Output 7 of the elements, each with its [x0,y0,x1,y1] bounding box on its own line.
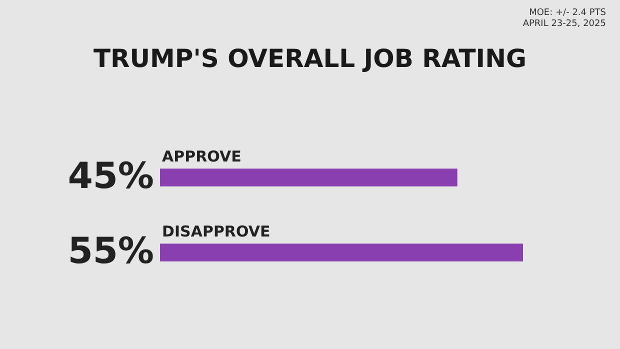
y-tick-label: APPROVE [162,147,242,166]
data-label: 45% [68,156,154,197]
chart-title: TRUMP'S OVERALL JOB RATING [92,44,528,73]
text: MOE: +/- 2.4 PTS [528,8,606,19]
text: APRIL 23-25, 2025 [522,19,606,30]
y-tick-label: DISAPPROVE [162,222,270,240]
data-label: 55% [68,231,154,272]
